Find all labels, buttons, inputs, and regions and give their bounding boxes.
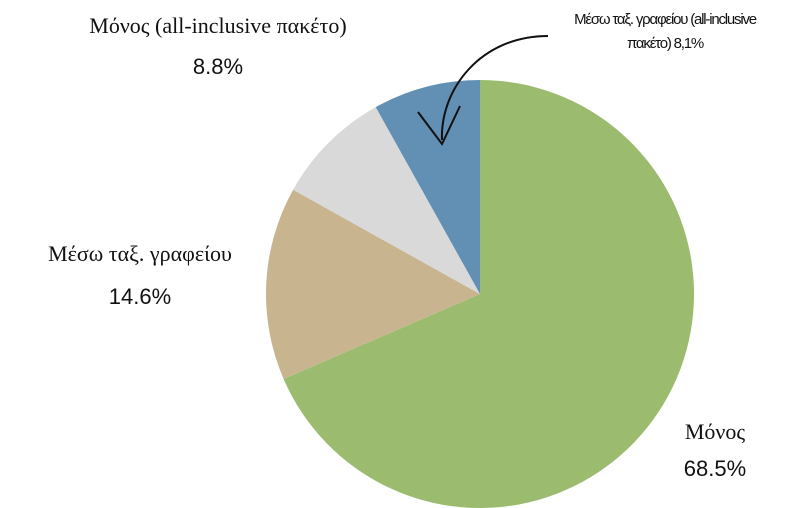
- slice-value-label: 68.5%: [684, 456, 746, 481]
- slice-label: Μόνος (all-inclusive πακέτο): [89, 13, 346, 38]
- slice-value-label: 8.8%: [193, 54, 243, 79]
- pie-slice: [265, 189, 480, 379]
- pie-slice: [375, 80, 480, 294]
- slice-value-label: 8,1%: [673, 35, 705, 52]
- annotation-arrow: [440, 35, 549, 141]
- slice-label: Μέσω ταξ. γραφείου (all-inclusive πακέτο…: [574, 11, 757, 52]
- slice-label: Μέσω ταξ. γραφείου: [48, 241, 232, 266]
- annotation: Μέσω ταξ. γραφείου (all-inclusive πακέτο…: [560, 8, 770, 56]
- arrow-head: [417, 105, 461, 146]
- pie-slice: [283, 80, 694, 508]
- slice-value-label: 14.6%: [109, 284, 171, 309]
- pie-slice: [293, 107, 480, 295]
- slice-label: Μόνος: [685, 419, 746, 444]
